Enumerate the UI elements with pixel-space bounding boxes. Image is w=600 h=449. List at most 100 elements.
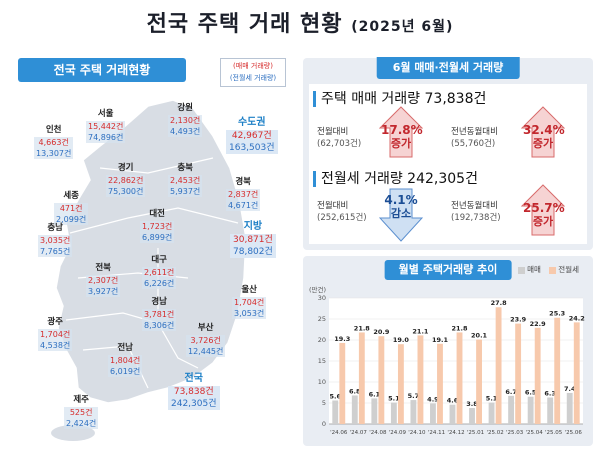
region-jeju: 제주 525건 2,424건 <box>64 394 99 429</box>
region-sale: 2,837건 <box>226 189 261 200</box>
region-sale: 3,035건 <box>38 235 73 246</box>
region-gangwon: 강원 2,130건 4,493건 <box>168 102 203 137</box>
data-label-rent: 25.3 <box>549 310 565 318</box>
rent-yoy-dir: 증가 <box>532 215 554 228</box>
region-chungbuk: 충북 2,453건 5,937건 <box>168 162 203 197</box>
y-tick-label: 15 <box>318 357 326 365</box>
sale-yoy-change: 32.4% 증가 <box>523 124 565 151</box>
region-rent: 2,424건 <box>64 418 99 429</box>
map-panel-title: 전국 주택 거래현황 <box>18 58 186 82</box>
region-sale: 2,130건 <box>168 115 203 126</box>
region-sale: 22,862건 <box>106 175 146 186</box>
region-name: 전남 <box>117 343 133 353</box>
region-name: 인천 <box>45 125 62 135</box>
region-name: 서울 <box>97 109 114 119</box>
region-sale: 1,723건 <box>140 221 175 232</box>
y-tick-label: 0 <box>322 420 326 428</box>
region-chungnam: 충남 3,035건 7,765건 <box>38 222 73 257</box>
rent-mom-dir: 감소 <box>390 207 412 220</box>
summary-name: 전국 <box>184 373 203 384</box>
rent-yoy-up-arrow-icon <box>521 184 565 236</box>
region-rent: 5,937건 <box>168 186 203 197</box>
region-gyeongbuk: 경북 2,837건 4,671건 <box>226 176 261 211</box>
data-label-rent: 21.1 <box>412 327 429 335</box>
data-label-rent: 20.1 <box>471 332 488 340</box>
data-label-sale: 6.3 <box>544 390 556 398</box>
regional-map-panel: 전국 주택 거래현황 (매매 거래량) (전월세 거래량) 서울 15,442건… <box>8 58 296 446</box>
sale-mom-label: 전월대비 <box>317 127 349 137</box>
rent-mom-down-arrow-icon <box>379 188 423 242</box>
y-tick-label: 20 <box>318 336 326 344</box>
region-daejeon: 대전 1,723건 6,899건 <box>140 208 175 243</box>
rent-mom-compare: 전월대비 (252,615건) <box>317 200 367 224</box>
region-rent: 4,538건 <box>38 340 73 351</box>
sale-mom-up-arrow-icon <box>379 106 423 158</box>
sale-yoy-base: (55,760건) <box>451 139 496 149</box>
rent-headline: 전월세 거래량 242,305건 <box>313 168 478 188</box>
chart-legend: 매매 전월세 <box>512 264 579 275</box>
sale-yoy-compare: 전년동월대비 (55,760건) <box>451 126 498 150</box>
region-jeonnam: 전남 1,804건 6,019건 <box>108 342 143 377</box>
rent-mom-pct: 4.1% <box>384 193 418 207</box>
rent-yoy-pct: 25.7% <box>523 201 565 215</box>
x-tick-label: '25.04 <box>526 430 544 436</box>
x-tick-label: '24.09 <box>389 430 407 436</box>
region-name: 대전 <box>149 209 165 219</box>
legend-sale: (매매 거래량) <box>233 62 273 70</box>
region-sale: 471건 <box>54 203 89 214</box>
region-rent: 8,306건 <box>142 320 177 331</box>
sale-yoy-up-arrow-icon <box>521 106 565 158</box>
accent-bar <box>313 171 316 187</box>
data-label-sale: 7.4 <box>564 385 576 393</box>
summary-provinces: 지방 30,871건 78,802건 <box>230 220 276 258</box>
region-seoul: 서울 15,442건 74,896건 <box>86 108 126 143</box>
x-tick-label: '25.06 <box>565 430 583 436</box>
data-label-sale: 5.1 <box>388 395 400 403</box>
bar-sale <box>508 395 515 424</box>
x-tick-label: '24.12 <box>447 430 464 436</box>
data-label-sale: 6.5 <box>525 389 537 397</box>
region-rent: 3,053건 <box>232 308 267 319</box>
summary-name: 지방 <box>243 221 263 232</box>
summary-sale: 30,871건 <box>230 234 276 246</box>
rent-yoy-change: 25.7% 증가 <box>523 201 565 229</box>
bar-rent <box>397 344 404 424</box>
map-legend: (매매 거래량) (전월세 거래량) <box>220 58 286 87</box>
data-label-sale: 4.6 <box>447 397 459 405</box>
region-name: 경북 <box>235 177 251 187</box>
bar-rent <box>437 343 443 424</box>
data-label-rent: 23.9 <box>510 316 527 324</box>
bar-sale <box>488 402 495 424</box>
legend-swatch-rent <box>549 266 557 274</box>
bar-sale <box>430 403 436 424</box>
region-rent: 4,671건 <box>226 200 261 211</box>
x-tick-label: '25.02 <box>486 430 503 436</box>
region-sale: 2,307건 <box>86 275 121 286</box>
y-unit-label: (만건) <box>309 285 326 294</box>
sale-headline-text: 주택 매매 거래량 73,838건 <box>321 91 487 107</box>
region-name: 울산 <box>241 285 257 295</box>
region-sale: 1,704건 <box>232 297 267 308</box>
region-incheon: 인천 4,663건 13,307건 <box>34 124 74 159</box>
rent-mom-base: (252,615건) <box>317 213 367 223</box>
data-label-rent: 21.8 <box>451 324 468 332</box>
region-rent: 12,445건 <box>186 346 226 357</box>
region-name: 세종 <box>63 191 79 201</box>
region-sale: 15,442건 <box>86 121 126 132</box>
region-daegu: 대구 2,611건 6,226건 <box>142 254 177 289</box>
bar-rent <box>378 336 385 424</box>
bar-sale <box>469 408 475 424</box>
bar-sale <box>410 400 417 424</box>
sale-mom-dir: 증가 <box>390 137 412 150</box>
data-label-rent: 19.1 <box>432 336 449 344</box>
region-name: 경남 <box>151 297 167 307</box>
rent-yoy-compare: 전년동월대비 (192,738건) <box>451 200 501 224</box>
region-sale: 525건 <box>64 407 99 418</box>
data-label-sale: 6.1 <box>369 390 381 398</box>
chart-title: 월별 주택거래량 추이 <box>384 260 512 280</box>
rent-yoy-label: 전년동월대비 <box>451 201 498 211</box>
data-label-sale: 5.6 <box>329 392 341 400</box>
rent-headline-text: 전월세 거래량 242,305건 <box>321 171 478 187</box>
x-tick-label: '24.06 <box>330 430 348 436</box>
region-gwangju: 광주 1,704건 4,538건 <box>38 316 73 351</box>
